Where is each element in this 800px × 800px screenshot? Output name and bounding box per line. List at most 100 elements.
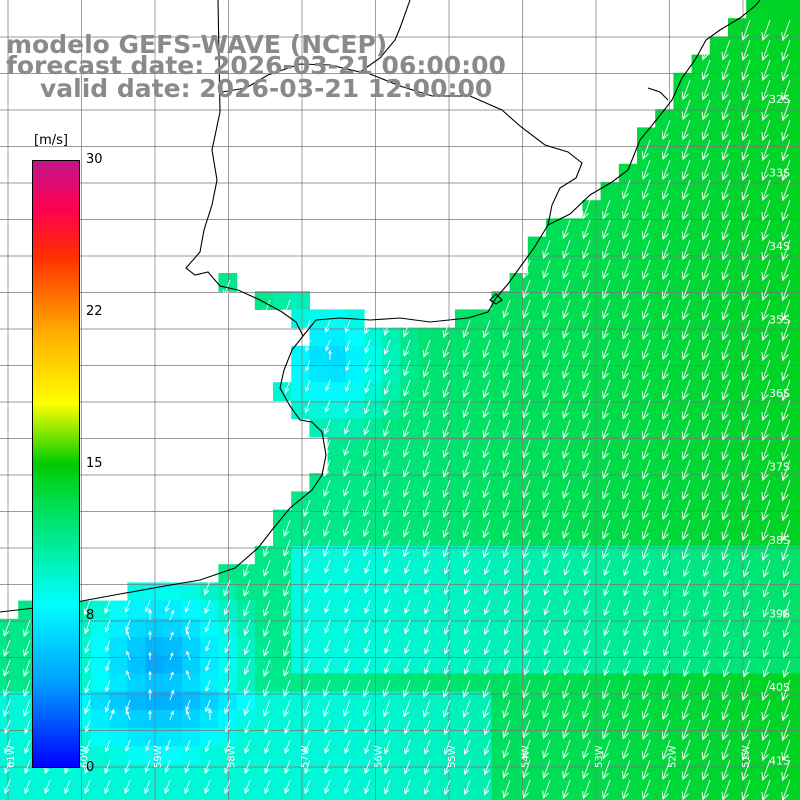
wind-arrow — [324, 419, 331, 435]
wind-cell — [728, 36, 747, 56]
wind-arrow — [283, 559, 291, 577]
wind-arrow — [483, 639, 491, 656]
wind-arrow — [781, 159, 791, 182]
wind-cell — [655, 637, 674, 656]
wind-arrow — [562, 319, 571, 340]
wind-arrow — [244, 739, 251, 755]
wind-arrow — [781, 519, 791, 542]
wind-cell — [254, 582, 274, 602]
wind-cell — [345, 546, 365, 565]
wind-cell — [709, 254, 729, 274]
wind-cell — [618, 200, 638, 219]
wind-cell — [345, 527, 365, 547]
wind-arrow — [404, 739, 411, 755]
wind-cell — [127, 691, 147, 711]
longitude-label: 53W — [594, 745, 605, 768]
wind-arrow — [641, 239, 651, 260]
wind-arrow — [621, 719, 631, 740]
wind-arrow — [523, 619, 531, 636]
wind-cell — [527, 473, 547, 492]
wind-arrow — [701, 439, 711, 461]
wind-cell — [309, 691, 329, 711]
wind-arrow — [184, 759, 191, 774]
wind-arrow — [782, 599, 791, 619]
wind-cell — [455, 455, 474, 474]
wind-cell — [109, 618, 128, 638]
wind-arrow — [761, 299, 771, 322]
wind-cell — [364, 491, 383, 511]
wind-arrow — [185, 739, 191, 752]
wind-cell — [600, 455, 620, 474]
wind-arrow — [304, 759, 311, 775]
wind-arrow — [243, 599, 251, 617]
wind-arrow — [542, 439, 551, 459]
wind-cell — [527, 382, 547, 401]
wind-cell — [436, 418, 456, 438]
wind-arrow — [681, 499, 691, 521]
wind-arrow — [362, 479, 371, 498]
wind-cell — [764, 746, 784, 765]
wind-cell — [127, 764, 147, 784]
wind-arrow — [283, 679, 291, 697]
wind-cell — [709, 637, 729, 656]
wind-arrow — [283, 599, 291, 617]
wind-arrow — [621, 319, 631, 340]
wind-arrow — [84, 719, 91, 733]
wind-arrow — [223, 579, 231, 597]
wind-arrow — [781, 779, 791, 800]
wind-arrow — [701, 739, 711, 761]
wind-cell — [582, 655, 602, 674]
wind-cell — [527, 764, 547, 784]
wind-cell — [382, 673, 401, 693]
wind-cell — [527, 746, 547, 765]
wind-cell — [746, 746, 765, 765]
wind-arrow — [364, 399, 371, 415]
wind-arrow — [542, 259, 551, 279]
wind-arrow — [721, 499, 731, 521]
wind-cell — [309, 382, 329, 401]
wind-arrow — [701, 339, 711, 361]
wind-cell — [382, 691, 401, 711]
wind-arrow — [364, 359, 371, 374]
wind-arrow — [761, 139, 771, 162]
wind-arrow — [641, 679, 651, 700]
wind-cell — [673, 418, 693, 438]
wind-cell — [91, 709, 110, 729]
wind-cell — [436, 746, 456, 765]
wind-arrow — [741, 759, 751, 781]
wind-cell — [218, 564, 238, 583]
wind-cell — [291, 309, 310, 329]
wind-cell — [418, 618, 438, 638]
wind-cell — [564, 327, 583, 347]
wind-cell — [382, 455, 401, 474]
wind-arrow — [702, 599, 711, 618]
wind-cell — [455, 709, 474, 729]
wind-arrow — [582, 719, 591, 740]
wind-cell — [728, 218, 747, 238]
wind-cell — [291, 382, 310, 401]
wind-arrow — [621, 699, 631, 720]
wind-cell — [673, 254, 693, 274]
wind-arrow — [582, 259, 591, 280]
wind-arrow — [305, 339, 311, 352]
wind-cell — [637, 637, 656, 656]
wind-cell — [436, 764, 456, 784]
wind-cell — [673, 455, 693, 474]
wind-cell — [109, 728, 128, 747]
wind-arrow — [701, 699, 711, 721]
wind-cell — [582, 455, 602, 474]
wind-cell — [564, 746, 583, 765]
wind-cell — [600, 200, 620, 219]
wind-arrow — [661, 699, 671, 721]
wind-cell — [709, 600, 729, 620]
wind-arrow — [224, 679, 231, 694]
wind-arrow — [323, 499, 331, 517]
wind-cell — [491, 436, 511, 456]
wind-arrow — [721, 519, 731, 541]
wind-arrow — [443, 639, 451, 655]
wind-arrow — [104, 619, 111, 633]
wind-cell — [254, 637, 274, 656]
wind-cell — [418, 691, 438, 711]
